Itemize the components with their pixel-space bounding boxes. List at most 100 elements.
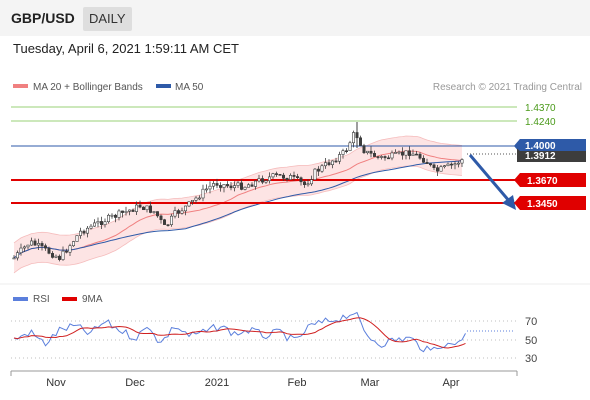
- candle-body: [198, 197, 202, 200]
- ma50-line: [13, 160, 463, 259]
- candle-body: [425, 162, 429, 164]
- candle-body: [131, 209, 135, 212]
- candle-body: [152, 211, 156, 213]
- candle-body: [33, 240, 37, 246]
- candle-body: [435, 167, 439, 172]
- rsi-legend-swatch: [13, 297, 28, 301]
- ma20-line: [13, 150, 463, 259]
- target-label-2: 1.4240: [525, 117, 556, 128]
- candle-body: [215, 183, 219, 186]
- candle-body: [376, 156, 380, 158]
- candle-body: [442, 165, 446, 168]
- candle-body: [54, 255, 58, 258]
- candle-body: [369, 150, 373, 154]
- candle-body: [421, 157, 425, 163]
- candle-body: [12, 257, 16, 260]
- candle-body: [306, 183, 310, 186]
- candle-body: [82, 230, 86, 234]
- rsi-tick-30: 30: [525, 353, 537, 365]
- candle-body: [274, 173, 278, 175]
- candle-body: [341, 150, 345, 155]
- candle-body: [128, 209, 132, 212]
- rsi-legend-label: RSI: [33, 294, 50, 305]
- candle-body: [50, 253, 54, 258]
- forecast-arrow-shaft: [468, 154, 512, 203]
- candle-body: [316, 168, 320, 172]
- timeframe-badge[interactable]: DAILY: [83, 7, 132, 31]
- candle-body: [222, 184, 226, 188]
- candle-body: [390, 152, 394, 159]
- rsi-tick-70: 70: [525, 316, 537, 328]
- candle-body: [348, 142, 352, 152]
- candle-body: [233, 185, 237, 189]
- candle-body: [254, 180, 258, 187]
- candle-body: [400, 151, 404, 156]
- candle-body: [229, 185, 233, 189]
- candle-body: [194, 197, 198, 201]
- candle-body: [166, 224, 170, 226]
- target-label-1: 1.4370: [525, 103, 556, 114]
- candle-body: [414, 153, 418, 156]
- ma20-legend-swatch: [13, 84, 28, 88]
- candle-body: [57, 255, 61, 260]
- ma50-legend-swatch: [156, 84, 171, 88]
- candle-body: [330, 160, 334, 165]
- candle-body: [247, 184, 251, 188]
- candle-body: [292, 175, 296, 177]
- candle-body: [19, 247, 23, 254]
- forecast-arrow-head: [502, 195, 516, 210]
- candle-body: [121, 210, 125, 213]
- candle-body: [302, 181, 306, 185]
- candle-body: [26, 244, 30, 248]
- ma9-legend-swatch: [62, 297, 77, 301]
- candle-body: [22, 246, 26, 249]
- candle-body: [432, 164, 436, 168]
- candle-body: [114, 214, 118, 218]
- candle-body: [299, 177, 303, 183]
- candle-body: [187, 201, 191, 207]
- candle-body: [107, 214, 111, 223]
- x-label-nov: Nov: [46, 377, 66, 389]
- candle-body: [145, 205, 149, 211]
- candle-body: [309, 179, 313, 185]
- candle-body: [267, 176, 271, 182]
- candle-body: [379, 156, 383, 158]
- candle-body: [29, 240, 33, 246]
- candle-body: [68, 245, 72, 253]
- candle-body: [75, 235, 79, 242]
- candle-body: [257, 178, 261, 182]
- candle-body: [383, 156, 387, 159]
- candle-body: [418, 153, 422, 159]
- candle-body: [110, 214, 114, 217]
- current-price-label: 1.3912: [525, 151, 556, 162]
- candle-body: [173, 210, 177, 217]
- candle-body: [327, 162, 331, 165]
- candle-body: [61, 250, 65, 260]
- candle-body: [323, 162, 327, 167]
- candle-body: [449, 163, 453, 166]
- candle-body: [288, 175, 292, 180]
- candle-body: [386, 157, 390, 160]
- candle-body: [278, 174, 282, 176]
- resistance-tag-overlay: [514, 139, 586, 151]
- candle-body: [285, 177, 289, 180]
- candle-body: [43, 245, 47, 249]
- candle-body: [271, 173, 275, 178]
- candle-body: [295, 176, 299, 179]
- candle-body: [79, 230, 83, 236]
- candle-body: [180, 210, 184, 214]
- candle-body: [460, 159, 464, 164]
- ma20-legend-label: MA 20 + Bollinger Bands: [33, 82, 143, 93]
- candle-body: [103, 221, 107, 225]
- candle-body: [191, 199, 195, 203]
- rsi-ma-line: [13, 317, 466, 349]
- candle-body: [365, 150, 369, 154]
- x-label-mar: Mar: [361, 377, 380, 389]
- candle-body: [337, 154, 341, 162]
- candle-body: [142, 206, 146, 211]
- bollinger-band: [14, 136, 462, 273]
- candle-body: [201, 188, 205, 199]
- candle-body: [281, 174, 285, 179]
- candle-body: [243, 186, 247, 190]
- candle-body: [334, 160, 338, 163]
